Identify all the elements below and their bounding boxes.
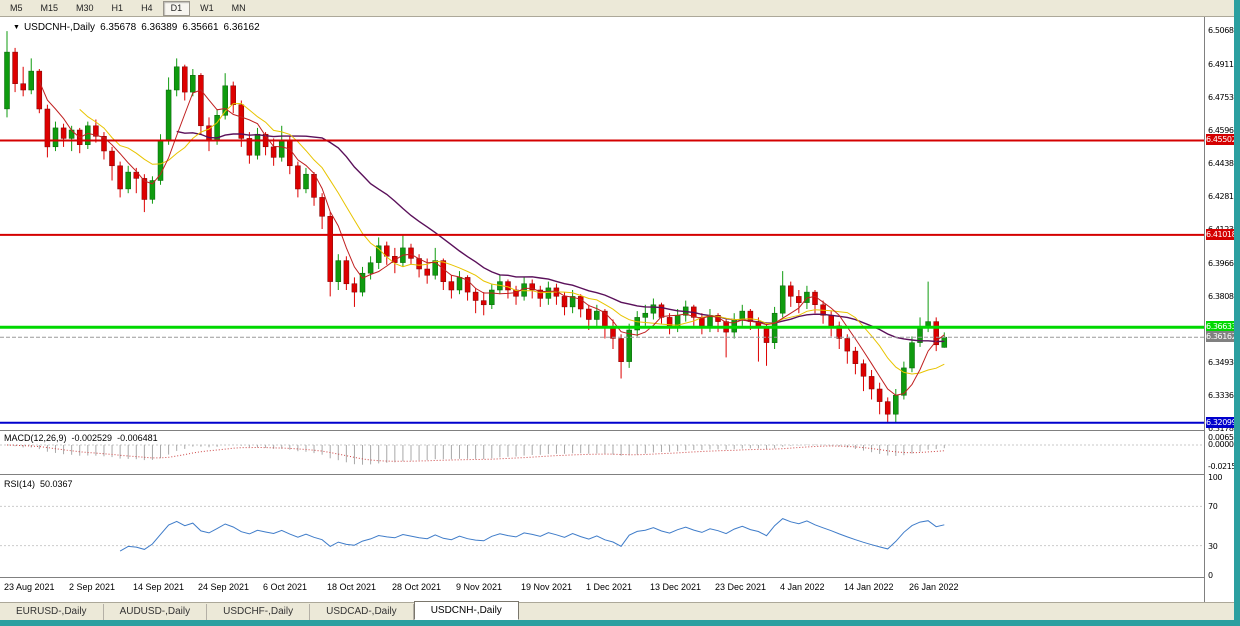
timeframe-button-h4[interactable]: H4: [141, 2, 153, 13]
date-axis-label: 9 Nov 2021: [456, 582, 503, 592]
window-border-bottom: [0, 620, 1240, 626]
date-axis-label: 18 Oct 2021: [327, 582, 377, 592]
rsi-name: RSI(14): [4, 479, 36, 489]
price-axis-label: 6.42810: [1208, 192, 1239, 201]
price-axis-label: 6.39660: [1208, 259, 1239, 268]
date-axis-label: 28 Oct 2021: [392, 582, 442, 592]
chart-tab-audusd-daily[interactable]: AUDUSD-,Daily: [104, 604, 208, 620]
price-axis-label: 6.33360: [1208, 391, 1239, 400]
moving-average-5: [38, 81, 945, 396]
date-axis[interactable]: 23 Aug 2021 2 Sep 2021 14 Sep 2021 24 Sep 2…: [0, 578, 1234, 602]
date-axis-label: 24 Sep 2021: [198, 582, 250, 592]
date-axis-label: 4 Jan 2022: [780, 582, 825, 592]
price-badge-support-blue: 6.32099: [1206, 417, 1237, 428]
price-axis-label: 6.38085: [1208, 292, 1239, 301]
rsi-line: [119, 518, 945, 552]
timeframe-button-w1[interactable]: W1: [200, 2, 214, 13]
date-axis-label: 13 Dec 2021: [650, 582, 702, 592]
macd-value-1: -0.002529: [71, 433, 113, 443]
rsi-panel-separator[interactable]: [0, 474, 1234, 475]
chart-tab-usdcad-daily[interactable]: USDCAD-,Daily: [310, 604, 414, 620]
open-value: 6.35678: [100, 22, 137, 33]
price-chart[interactable]: [0, 0, 1204, 602]
date-axis-label: 14 Sep 2021: [133, 582, 185, 592]
rsi-label: RSI(14) 50.0367: [4, 479, 78, 489]
price-badge-resistance-lower: 6.41018: [1206, 229, 1237, 240]
price-axis-label: 6.34935: [1208, 358, 1239, 367]
price-badge-resistance-upper: 6.45502: [1206, 134, 1237, 145]
price-axis-label: 6.31785: [1208, 424, 1239, 433]
date-axis-separator: [0, 577, 1234, 578]
macd-label: MACD(12,26,9) -0.002529 -0.006481: [4, 433, 163, 443]
timeframe-toolbar: M5 M15 M30 H1 H4 D1 W1 MN: [0, 0, 1234, 17]
timeframe-button-m5[interactable]: M5: [10, 2, 23, 13]
rsi-axis-label: 70: [1208, 502, 1218, 511]
date-axis-label: 1 Dec 2021: [586, 582, 633, 592]
macd-signal-line: [6, 444, 945, 462]
close-value: 6.36162: [223, 22, 260, 33]
candlesticks: [4, 31, 948, 423]
rsi-axis-label: 30: [1208, 542, 1218, 551]
symbol-label: USDCNH-,Daily: [23, 22, 96, 33]
moving-average-22: [176, 130, 945, 343]
date-axis-label: 23 Aug 2021: [4, 582, 55, 592]
timeframe-button-d1[interactable]: D1: [162, 0, 191, 16]
chart-tab-bar: EURUSD-,Daily AUDUSD-,Daily USDCHF-,Daily U…: [0, 601, 1234, 620]
price-axis-label: 6.45960: [1208, 126, 1239, 135]
date-axis-label: 2 Sep 2021: [69, 582, 116, 592]
timeframe-button-mn[interactable]: MN: [231, 2, 246, 13]
date-axis-label: 14 Jan 2022: [844, 582, 894, 592]
macd-axis-label: 0.0000: [1208, 440, 1234, 449]
low-value: 6.35661: [182, 22, 219, 33]
date-axis-label: 6 Oct 2021: [263, 582, 308, 592]
timeframe-button-m15[interactable]: M15: [40, 2, 59, 13]
macd-axis-label: -0.02159: [1208, 462, 1240, 471]
price-axis-label: 6.44385: [1208, 159, 1239, 168]
date-axis-label: 23 Dec 2021: [715, 582, 767, 592]
chart-tab-usdcnh-daily[interactable]: USDCNH-,Daily: [413, 601, 519, 620]
moving-average-10: [79, 102, 945, 375]
macd-histogram: [14, 444, 945, 465]
macd-axis-label: 0.00658: [1208, 433, 1239, 442]
date-axis-label: 19 Nov 2021: [521, 582, 573, 592]
macd-panel-separator[interactable]: [0, 430, 1234, 431]
timeframe-button-m30[interactable]: M30: [76, 2, 94, 13]
price-axis[interactable]: 6.50685 6.49110 6.47535 6.45960 6.44385 6.428…: [1204, 17, 1240, 602]
price-axis-label: 6.49110: [1208, 60, 1239, 69]
window-border-right: [1234, 0, 1240, 626]
price-badge-current-price: 6.36162: [1206, 331, 1237, 342]
chart-dropdown-icon[interactable]: ▼: [13, 24, 20, 31]
chart-tab-usdchf-daily[interactable]: USDCHF-,Daily: [207, 604, 311, 620]
timeframe-button-h1[interactable]: H1: [111, 2, 124, 13]
chart-header: ▼ USDCNH-,Daily 6.35678 6.36389 6.35661 6.361…: [13, 22, 265, 33]
rsi-axis-label: 0: [1208, 571, 1213, 580]
macd-value-2: -0.006481: [117, 433, 158, 443]
date-axis-label: 26 Jan 2022: [909, 582, 959, 592]
high-value: 6.36389: [141, 22, 178, 33]
chart-tab-eurusd-daily[interactable]: EURUSD-,Daily: [0, 604, 104, 620]
macd-name: MACD(12,26,9): [4, 433, 67, 443]
rsi-axis-label: 100: [1208, 473, 1223, 482]
price-axis-label: 6.50685: [1208, 26, 1239, 35]
price-axis-label: 6.47535: [1208, 93, 1239, 102]
rsi-value: 50.0367: [40, 479, 73, 489]
price-badge-support-green: 6.36633: [1206, 321, 1237, 332]
